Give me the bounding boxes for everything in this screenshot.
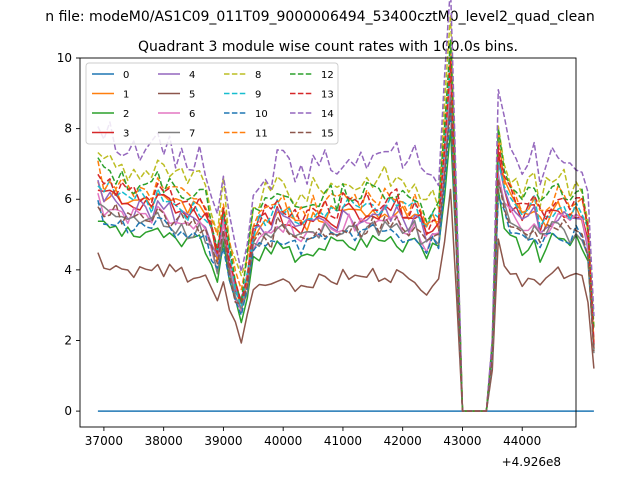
legend-label-15: 15 [321,129,334,140]
x-offset-label: +4.926e8 [502,455,561,469]
plot-area-frame [79,57,577,428]
y-tick-label: 10 [57,51,72,65]
series-line-8 [97,14,595,412]
y-tick-label: 8 [64,122,72,136]
x-tick-label: 39000 [204,434,242,448]
series-line-13 [97,60,595,412]
figure-suptitle: n file: modeM0/AS1C09_011T09_9000006494_… [45,9,594,25]
series-line-5 [97,188,595,412]
x-tick-label: 42000 [384,434,422,448]
legend-label-9: 9 [255,90,261,101]
series-line-2 [97,129,595,412]
x-tick-label: 41000 [324,434,362,448]
legend-frame [85,62,339,145]
series-line-9 [97,61,595,412]
legend-label-3: 3 [123,129,129,140]
y-tick-label: 6 [64,192,72,206]
legend-label-7: 7 [189,129,195,140]
series-line-12 [97,39,595,412]
legend-label-13: 13 [321,90,334,101]
series-line-15 [97,101,595,412]
legend-label-10: 10 [255,109,268,120]
x-axis-ticks: 37000 38000 39000 40000 41000 42000 43000 44000 [85,427,541,448]
x-tick-label: 37000 [85,434,123,448]
legend-label-8: 8 [255,70,261,81]
legend-label-0: 0 [123,70,129,81]
y-tick-label: 0 [64,404,72,418]
series-line-1 [97,73,595,412]
chart-title: Quadrant 3 module wise count rates with … [138,39,518,55]
plot-lines [97,0,595,412]
series-line-10 [97,108,595,412]
legend-label-4: 4 [189,70,195,81]
series-line-7 [97,94,595,412]
legend-label-11: 11 [255,129,268,140]
y-tick-label: 4 [64,263,72,277]
legend-label-5: 5 [189,90,195,101]
legend-label-6: 6 [189,109,195,120]
x-tick-label: 44000 [503,434,541,448]
series-line-14 [97,0,595,412]
x-tick-label: 40000 [264,434,302,448]
legend-label-1: 1 [123,90,129,101]
legend-label-14: 14 [321,109,334,120]
legend-label-2: 2 [123,109,129,120]
series-line-4 [97,90,595,412]
y-tick-label: 2 [64,333,72,347]
series-line-6 [97,83,595,412]
legend-label-12: 12 [321,70,334,81]
series-line-11 [97,47,595,412]
x-tick-label: 38000 [145,434,183,448]
y-axis-ticks: 0 2 4 6 8 10 [57,51,80,418]
x-tick-label: 43000 [443,434,481,448]
